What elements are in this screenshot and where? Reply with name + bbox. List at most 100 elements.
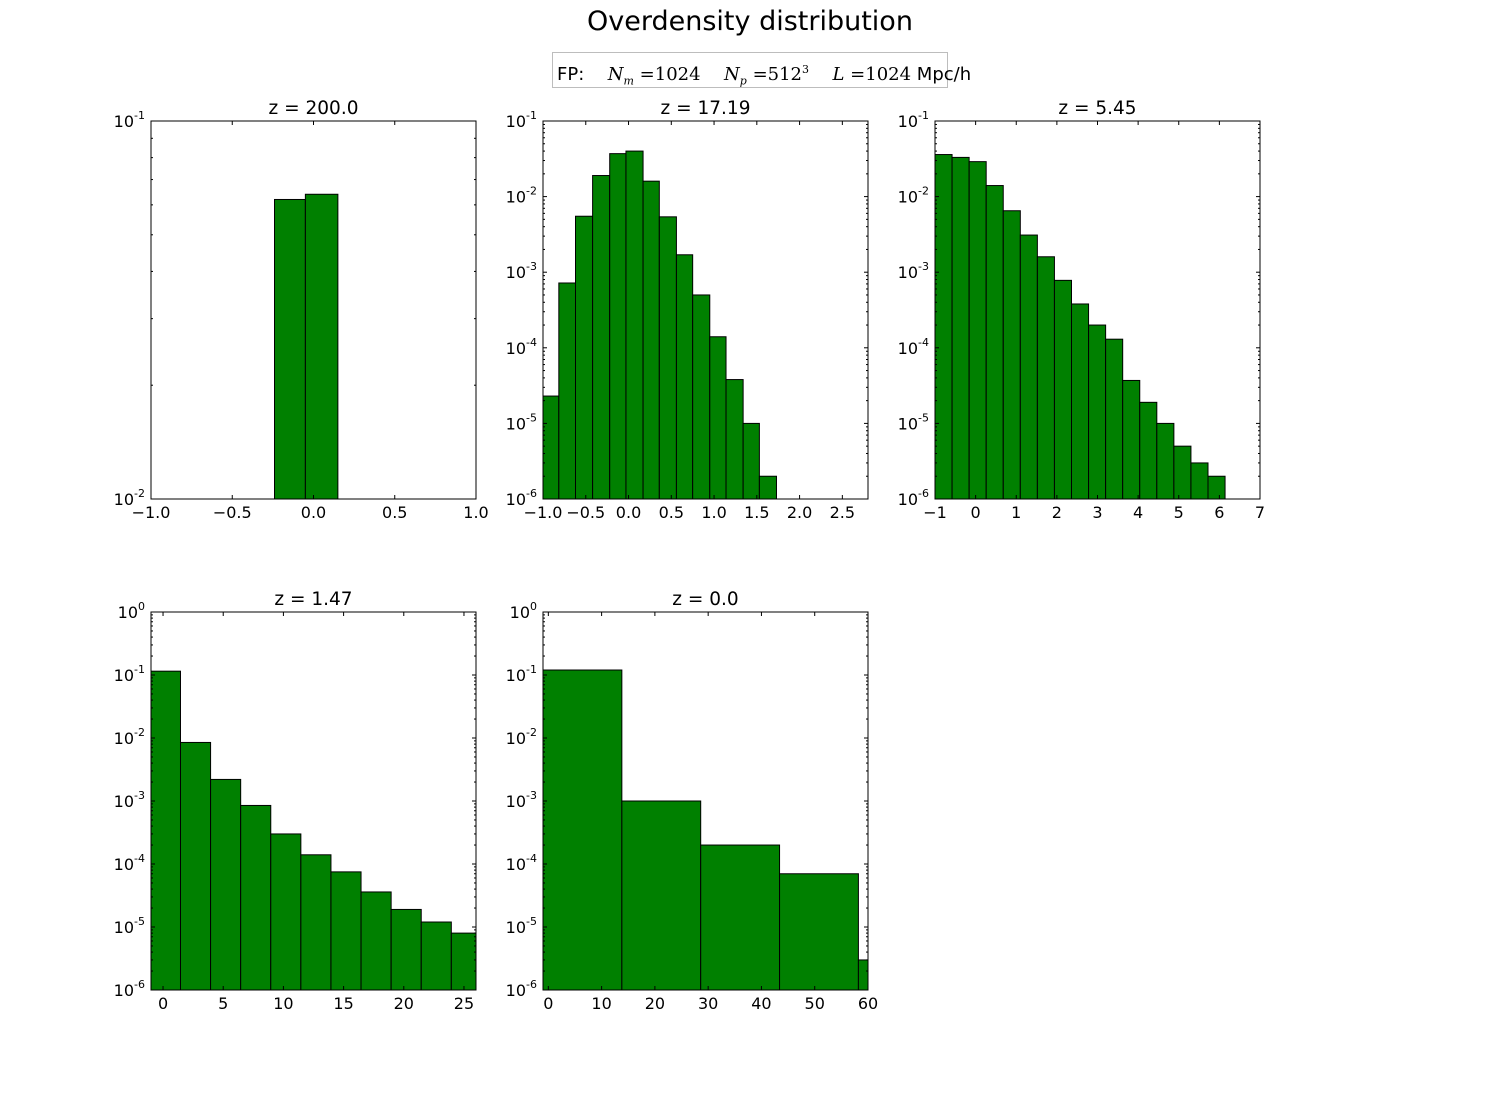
x-tick-label: −1.0 xyxy=(524,503,563,522)
y-tick-label: 10-4 xyxy=(114,852,145,874)
x-tick-label: −0.5 xyxy=(213,503,252,522)
legend-unit: Mpc/h xyxy=(916,64,972,85)
x-tick-label: 15 xyxy=(333,994,353,1013)
y-tick-label: 10-6 xyxy=(114,978,145,1000)
histogram-bar xyxy=(1036,256,1055,499)
x-tick-label: 5 xyxy=(1174,503,1184,522)
y-tick-label: 100 xyxy=(118,600,145,622)
histogram-bar xyxy=(621,800,702,990)
y-tick-label: 10-5 xyxy=(506,411,537,433)
histogram-bar xyxy=(1190,462,1209,499)
x-tick-label: 60 xyxy=(858,994,878,1013)
axes-frame xyxy=(150,611,477,991)
x-tick-label: 50 xyxy=(805,994,825,1013)
histogram-bar xyxy=(625,150,644,499)
panel-title: z = 1.47 xyxy=(274,589,352,610)
y-tick-label: 10-1 xyxy=(114,109,145,131)
y-tick-label: 10-2 xyxy=(114,726,145,748)
y-tick-label: 10-3 xyxy=(114,789,145,811)
histogram-bar xyxy=(1207,475,1226,499)
legend-np-exp: 3 xyxy=(802,63,810,76)
histogram-bar xyxy=(935,154,953,499)
histogram-bar xyxy=(658,216,677,499)
histogram-bar xyxy=(1019,234,1038,499)
y-tick-label: 10-2 xyxy=(506,726,537,748)
y-tick-label: 10-5 xyxy=(898,411,929,433)
axes-frame xyxy=(150,120,477,500)
histogram-bar xyxy=(543,395,560,499)
x-tick-label: 6 xyxy=(1214,503,1224,522)
x-tick-label: 1 xyxy=(1011,503,1021,522)
histogram-panel-5: 10-6 10-5 10-4 10-3 10-2 10-1 100 0 10 20 30 40 50 60… xyxy=(506,589,879,1013)
y-tick-label: 10-1 xyxy=(114,663,145,685)
y-tick-label: 10-4 xyxy=(506,852,537,874)
y-tick-label: 10-6 xyxy=(506,487,537,509)
histogram-panel-3: 10-6 10-5 10-4 10-3 10-2 10-1 −1 0 1 2 3 4 5 6 7 z = 5.… xyxy=(898,98,1265,522)
histogram-bar xyxy=(709,336,727,499)
legend-l-symbol: L xyxy=(832,64,845,85)
histogram-bar xyxy=(558,282,577,499)
histogram-bar xyxy=(543,669,623,990)
histogram-bar xyxy=(1071,303,1090,499)
x-tick-label: 0 xyxy=(543,994,553,1013)
x-tick-label: 0 xyxy=(971,503,981,522)
x-tick-label: 30 xyxy=(698,994,718,1013)
x-tick-label: 0 xyxy=(158,994,168,1013)
y-tick-label: 10-4 xyxy=(506,336,537,358)
histogram-bar xyxy=(270,833,302,990)
x-tick-label: −1 xyxy=(923,503,947,522)
histogram-bar xyxy=(1002,210,1021,499)
histogram-bar xyxy=(1053,279,1072,499)
histogram-bar xyxy=(151,670,181,990)
x-tick-label: 10 xyxy=(591,994,611,1013)
legend-np-symbol: N xyxy=(724,64,740,85)
axes-frame xyxy=(542,611,869,991)
legend-nm-value: =1024 xyxy=(639,64,701,85)
x-tick-label: 7 xyxy=(1255,503,1265,522)
parameter-legend: FP: Nm =1024 Np =5123 L =1024 Mpc/h xyxy=(552,52,971,88)
histogram-bar xyxy=(609,153,627,499)
y-tick-label: 10-6 xyxy=(506,978,537,1000)
histogram-bar xyxy=(420,921,452,990)
x-tick-label: 20 xyxy=(394,994,414,1013)
y-tick-label: 10-3 xyxy=(506,789,537,811)
histogram-panel-2: 10-6 10-5 10-4 10-3 10-2 10-1 −1.0 −0.5 0.0 0.5 1.… xyxy=(506,98,869,522)
histogram-bar xyxy=(240,804,272,990)
x-tick-label: 25 xyxy=(454,994,474,1013)
histogram-bar xyxy=(758,475,777,499)
y-tick-label: 10-1 xyxy=(506,663,537,685)
histogram-bar xyxy=(300,854,332,990)
histogram-bar xyxy=(1105,338,1124,499)
y-tick-label: 10-4 xyxy=(898,336,929,358)
histogram-panel-4: 10-6 10-5 10-4 10-3 10-2 10-1 100 0 5 10 15 20 25 z =… xyxy=(114,589,477,1013)
histogram-bar xyxy=(330,871,362,990)
histogram-bar xyxy=(725,379,744,499)
panel-title: z = 0.0 xyxy=(672,589,738,610)
histogram-bar xyxy=(1088,324,1107,499)
legend-nm-symbol: N xyxy=(607,64,624,85)
y-tick-label: 10-5 xyxy=(506,915,537,937)
axes-frame xyxy=(542,120,869,500)
histogram-bar xyxy=(1139,401,1158,499)
legend-nm-sub: m xyxy=(623,74,634,88)
histogram-bar xyxy=(179,741,212,990)
y-tick-label: 10-2 xyxy=(506,185,537,207)
histogram-bar xyxy=(985,185,1004,499)
histogram-bar xyxy=(592,175,611,499)
figure-title: Overdensity distribution xyxy=(587,6,913,37)
x-tick-label: 40 xyxy=(751,994,771,1013)
histogram-bar xyxy=(692,294,711,499)
x-tick-label: 2.5 xyxy=(830,503,855,522)
histogram-bar xyxy=(857,959,868,990)
histogram-bar xyxy=(450,932,476,990)
x-tick-label: 0.0 xyxy=(301,503,326,522)
histogram-bar xyxy=(390,908,422,990)
x-tick-label: 5 xyxy=(218,994,228,1013)
histogram-bar xyxy=(1122,379,1141,499)
y-tick-label: 10-6 xyxy=(898,487,929,509)
x-tick-label: 0.5 xyxy=(382,503,407,522)
x-tick-label: 1.5 xyxy=(744,503,769,522)
histogram-bar xyxy=(1156,422,1175,499)
y-tick-label: 10-3 xyxy=(506,260,537,282)
